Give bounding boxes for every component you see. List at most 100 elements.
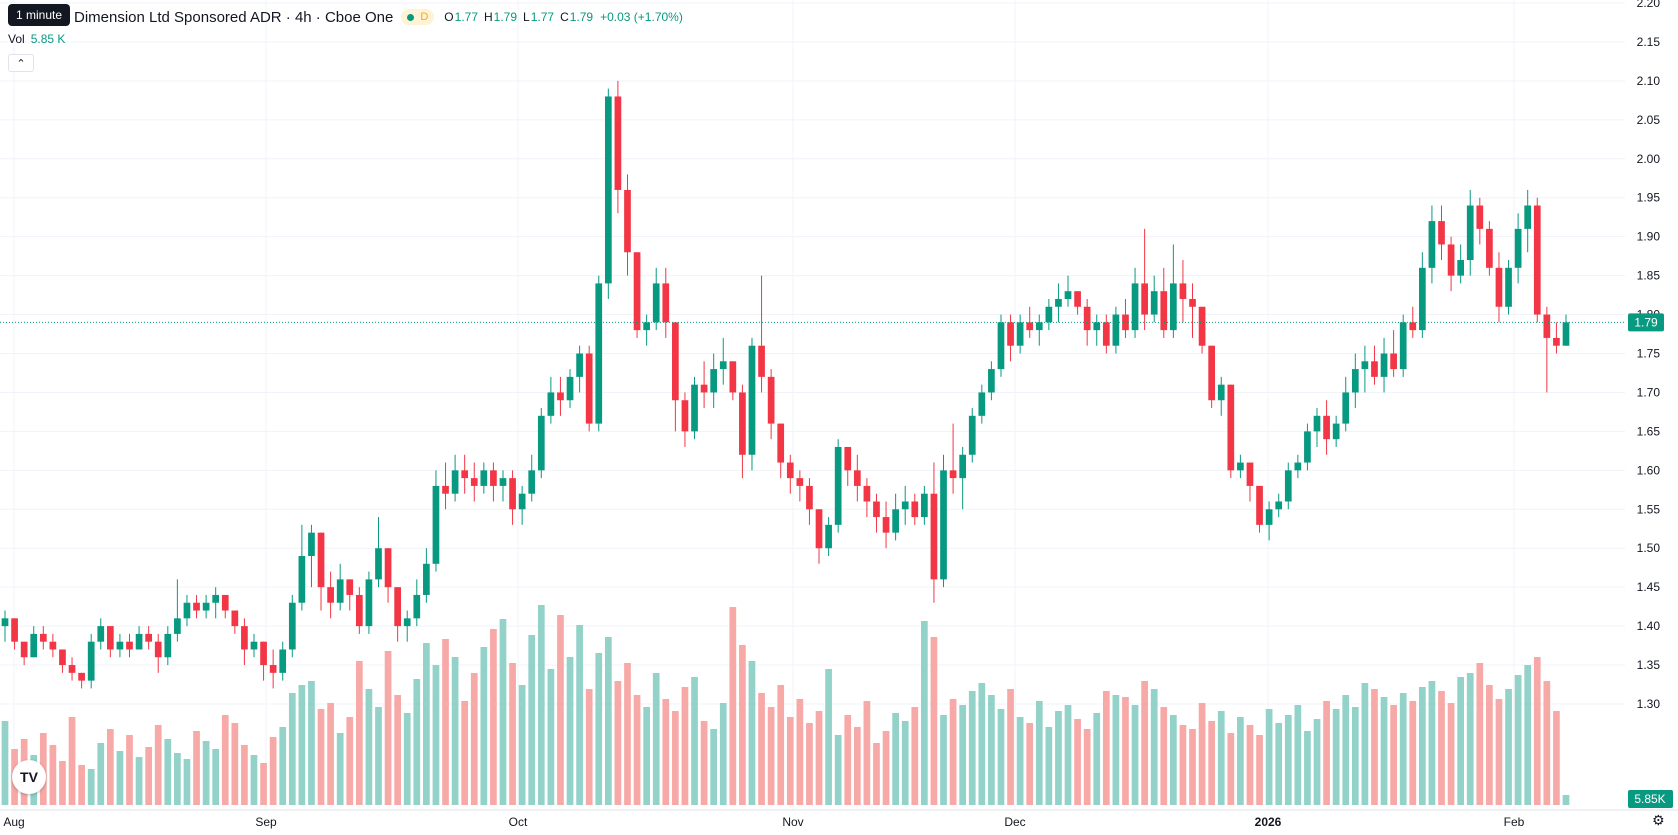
candle-body [719,361,727,370]
gear-icon[interactable]: ⚙ [1652,812,1665,828]
volume-bar [1131,705,1139,805]
volume-bar [135,757,143,805]
volume-bar [451,657,459,805]
volume-bar [336,733,344,805]
volume-bar [576,625,583,805]
time-tick-label: 2026 [1255,815,1282,829]
volume-bar [834,735,842,805]
time-tick-label: Oct [509,815,528,829]
candle-body [1179,283,1187,299]
volume-bar [1486,685,1493,805]
candle-body [1380,353,1388,377]
candle-body [1533,205,1541,315]
volume-bar [97,743,105,805]
candle-body [1476,205,1484,229]
volume-bar [825,669,832,805]
volume-bar [1102,691,1110,805]
volume-bar [49,745,57,805]
candle-body [1131,283,1139,331]
candle-body [1342,392,1350,424]
candle-body [681,400,689,432]
candle-body [921,493,928,518]
candle-body [1074,291,1081,307]
legend-header[interactable]: Dimension Ltd Sponsored ADR · 4h · Cboe … [8,6,683,28]
price-tick-label: 1.60 [1637,463,1661,477]
volume-bar [643,707,650,805]
volume-bar [1428,681,1436,805]
volume-bar [164,739,172,805]
candle-body [739,392,746,455]
volume-legend[interactable]: Vol 5.85 K [8,32,66,46]
candle-body [78,672,85,681]
candle-body [1189,298,1196,307]
candle-body [1562,322,1570,346]
volume-bar [1026,723,1034,805]
volume-bar [1064,705,1072,805]
volume-bar [844,715,852,805]
candle-body [451,470,459,494]
volume-bar [1380,697,1388,805]
volume-bar [183,759,191,805]
price-tick-label: 1.70 [1637,385,1661,399]
volume-bar [1553,711,1560,805]
candle-body [1304,431,1311,463]
candle-body [1160,291,1168,331]
candle-body [288,602,296,650]
time-axis[interactable]: Aug Sep Oct Nov Dec 2026 Feb [0,809,1678,829]
candle-body [116,641,124,650]
candle-body [1026,322,1034,331]
volume-bar [892,713,899,805]
candle-body [1045,306,1053,323]
candle-body [930,493,938,580]
volume-bar [537,605,545,805]
price-tick-label: 1.35 [1637,658,1661,672]
volume-bar [585,689,593,805]
volume-bar [1371,689,1378,805]
volume-bar [1390,705,1397,805]
volume-bar [193,731,200,805]
candle-body [279,649,287,673]
volume-bar [729,607,737,805]
volume-bar [1208,721,1216,805]
volume-bar [174,753,181,805]
market-status-badge[interactable]: D [401,9,435,25]
volume-bar [231,723,239,805]
symbol-title[interactable]: Dimension Ltd Sponsored ADR · 4h · Cboe … [74,8,394,26]
candle-body [1495,267,1503,307]
volume-bar [595,653,603,805]
candle-body [1399,322,1407,370]
candle-body [949,470,957,479]
volume-bar [327,703,334,805]
status-dot-icon [407,13,415,21]
collapse-legend-button[interactable]: ⌃ [8,54,34,72]
candle-body [39,633,47,642]
candle-body [1323,415,1330,440]
interval-tooltip: 1 minute [8,4,71,26]
candle-body [1227,384,1235,471]
candle-body [30,633,38,658]
candle-body [1170,283,1177,331]
volume-bar [767,707,775,805]
last-price-marker: 1.79 5.85K [0,313,1673,808]
volume-bar [566,657,574,805]
candle-body [786,462,794,479]
candle-body [1361,361,1369,370]
candlesticks [1,80,1570,689]
candle-body [193,602,200,611]
volume-bar [59,761,66,805]
candle-body [1553,337,1560,346]
tradingview-logo[interactable]: TV [12,760,46,794]
volume-bar [1361,683,1369,805]
volume-bar [308,681,315,805]
candle-body [1438,221,1445,245]
volume-bar [557,615,564,805]
candle-body [1428,221,1436,268]
volume-bar [1342,695,1350,805]
volume-bar [882,731,890,805]
candle-body [432,485,440,564]
candle-body [537,415,545,471]
price-axis[interactable]: 2.202.152.102.052.001.951.901.851.801.75… [1625,0,1678,835]
price-tick-label: 1.45 [1637,580,1661,594]
volume-bar [1045,727,1053,805]
